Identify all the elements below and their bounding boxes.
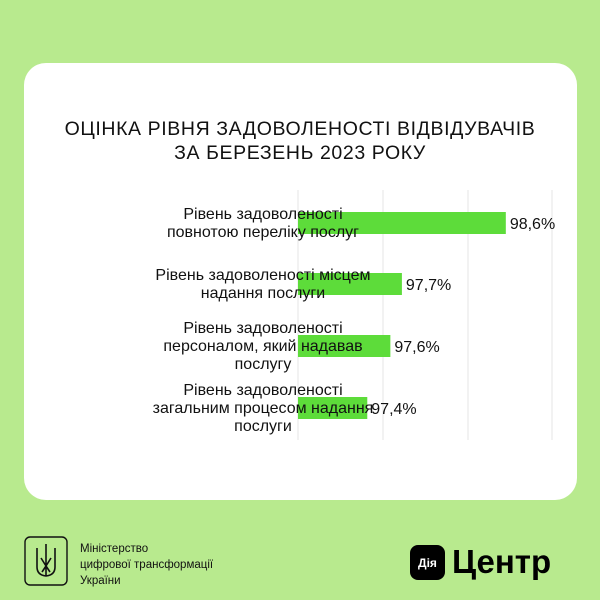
category-label: послугу <box>235 356 292 373</box>
value-label: 97,6% <box>394 339 439 356</box>
diya-logo-badge: Дія <box>410 545 445 580</box>
value-label: 97,7% <box>406 277 451 294</box>
category-label: Рівень задоволеності <box>183 320 342 337</box>
chart-title-line-1: ОЦІНКА РІВНЯ ЗАДОВОЛЕНОСТІ ВІДВІДУВАЧІВ <box>64 118 536 140</box>
chart-title: ОЦІНКА РІВНЯ ЗАДОВОЛЕНОСТІ ВІДВІДУВАЧІВ … <box>0 117 600 165</box>
ukraine-emblem-icon <box>24 536 68 591</box>
ministry-line: Міністерство <box>80 543 149 555</box>
bar <box>298 397 368 419</box>
value-label: 97,4% <box>371 401 416 418</box>
bar <box>298 273 402 295</box>
category-label: Рівень задоволеності місцем <box>155 267 370 284</box>
bar <box>298 335 391 357</box>
category-label: Рівень задоволеності <box>183 206 342 223</box>
ministry-name: Міністерство цифрової трансформації Укра… <box>80 541 213 589</box>
category-label: послуги <box>234 418 292 435</box>
brand-centre-text: Центр <box>452 543 552 580</box>
value-label: 98,6% <box>510 216 555 233</box>
bar <box>298 212 506 234</box>
category-label: надання послуги <box>201 285 325 302</box>
category-label: загальним процесом надання <box>153 400 374 417</box>
chart-title-line-2: ЗА БЕРЕЗЕНЬ 2023 РОКУ <box>174 142 426 164</box>
ministry-line: України <box>80 575 121 587</box>
ministry-line: цифрової трансформації <box>80 559 214 571</box>
category-label: Рівень задоволеності <box>183 382 342 399</box>
category-label: персоналом, який надавав <box>163 338 362 355</box>
category-label: повнотою переліку послуг <box>167 224 359 241</box>
